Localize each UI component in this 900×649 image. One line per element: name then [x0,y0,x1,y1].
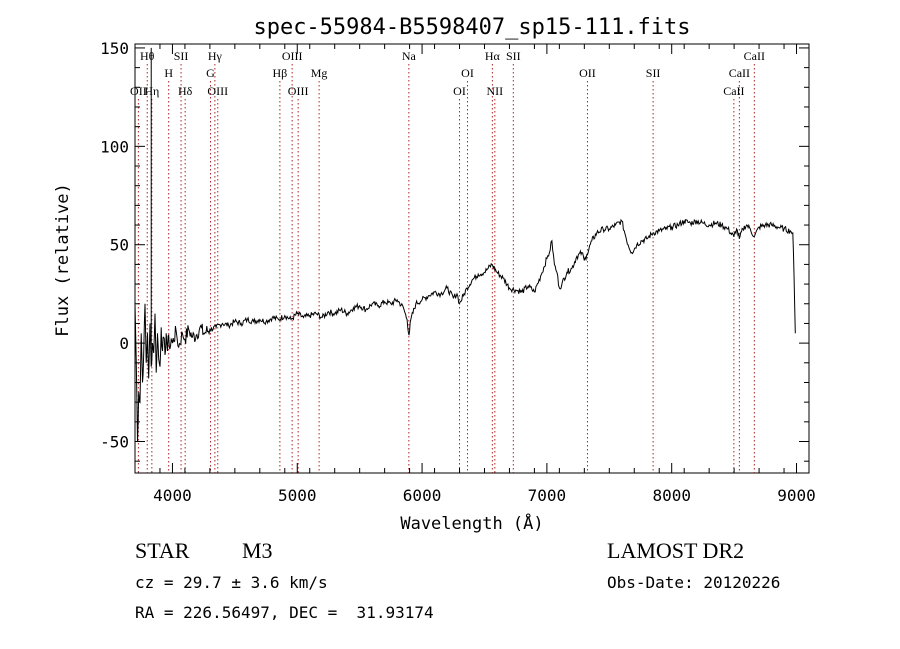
coordinates-readout: RA = 226.56497, DEC = 31.93174 [135,603,434,622]
line-label-17: SII [506,49,521,63]
x-tick-label-5: 9000 [777,486,816,505]
x-tick-label-0: 4000 [153,486,192,505]
y-tick-label-2: 50 [110,236,129,255]
line-label-16: Hα [485,49,501,63]
line-label-1: H [164,66,173,80]
y-tick-label-4: 150 [100,39,129,58]
line-label-12: OIII [288,84,309,98]
axis-tick-labels: 4000 5000 6000 7000 8000 9000 -50 0 50 100 150 [100,39,816,505]
object-type: STAR [135,538,190,563]
y-tick-label-3: 100 [100,137,129,156]
observation-date: Obs-Date: 20120226 [607,573,781,592]
chart-title: spec-55984-B5598407_sp15-111.fits [253,15,690,40]
line-label-0: Hθ [140,49,155,63]
x-axis-label: Wavelength (Å) [400,512,543,534]
x-tick-label-1: 5000 [278,486,317,505]
spectrum-series-line [134,218,796,442]
line-label-10: Hβ [273,66,288,80]
object-subclass: M3 [242,538,273,563]
y-axis-label: Flux (relative) [53,183,73,337]
line-label-11: Mg [311,66,328,80]
line-label-7: OII [130,84,147,98]
y-tick-label-1: 0 [119,334,129,353]
line-label-21: CaII [744,49,765,63]
axis-ticks [134,44,809,473]
line-label-8: Hη [144,84,159,98]
line-label-20: SII [646,66,661,80]
redshift-readout: cz = 29.7 ± 3.6 km/s [135,573,328,592]
emission-line-markers [137,64,755,473]
line-label-18: NII [487,84,504,98]
line-label-14: OI [461,66,474,80]
line-label-4: G [206,66,215,80]
line-label-13: Na [402,49,417,63]
plot-frame [134,43,810,474]
x-tick-label-3: 7000 [528,486,567,505]
line-label-22: CaII [729,66,750,80]
line-label-3: Hγ [208,49,223,63]
x-tick-label-4: 8000 [652,486,691,505]
line-label-5: OIII [207,84,228,98]
line-label-23: CaII [723,84,744,98]
y-tick-label-0: -50 [100,433,129,452]
survey-name: LAMOST DR2 [607,538,745,563]
line-label-19: OII [579,66,596,80]
line-label-2: SII [174,49,189,63]
line-label-15: OI [453,84,466,98]
x-tick-label-2: 6000 [403,486,442,505]
line-label-6: Hδ [178,84,193,98]
line-label-9: OIII [282,49,303,63]
